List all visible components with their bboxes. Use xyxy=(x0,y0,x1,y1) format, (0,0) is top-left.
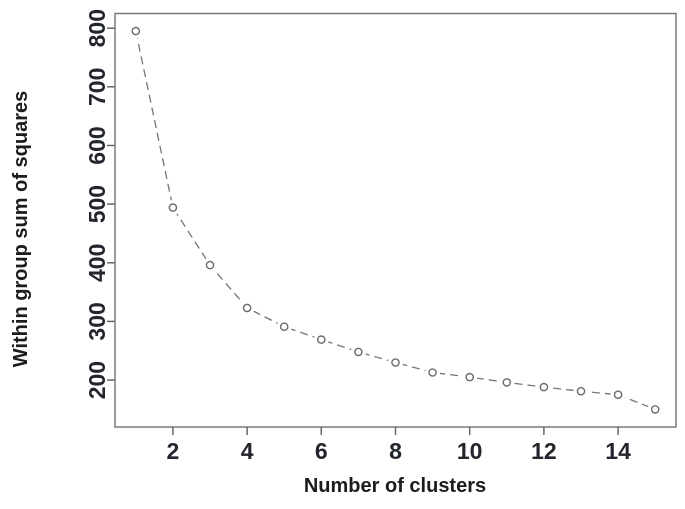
x-tick-label: 8 xyxy=(389,438,402,464)
y-tick-label: 600 xyxy=(84,126,110,164)
x-tick-label: 14 xyxy=(605,438,631,464)
x-tick-label: 2 xyxy=(167,438,180,464)
data-point xyxy=(354,347,363,357)
data-point xyxy=(242,303,252,313)
data-point xyxy=(168,203,178,212)
data-point xyxy=(316,335,326,344)
data-point xyxy=(391,358,400,367)
data-point xyxy=(576,386,586,396)
y-tick-label: 400 xyxy=(84,244,110,282)
data-point xyxy=(279,322,289,332)
y-tick-label: 300 xyxy=(84,302,110,340)
x-tick-label: 4 xyxy=(241,438,254,464)
data-point xyxy=(613,390,623,400)
y-tick-label: 700 xyxy=(84,68,110,106)
data-point xyxy=(465,372,475,382)
data-point xyxy=(428,368,437,377)
data-point xyxy=(131,26,141,36)
x-tick-label: 12 xyxy=(531,438,557,464)
y-tick-label: 200 xyxy=(84,361,110,399)
data-point xyxy=(502,378,512,387)
data-point xyxy=(650,405,660,414)
series-line xyxy=(135,30,656,411)
x-axis-title: Number of clusters xyxy=(304,475,486,497)
data-point xyxy=(205,260,215,270)
y-tick-label: 500 xyxy=(84,185,110,223)
y-tick-label: 800 xyxy=(84,9,110,47)
y-axis-title: Within group sum of squares xyxy=(10,91,32,368)
data-point xyxy=(539,382,549,392)
x-tick-label: 10 xyxy=(457,438,483,464)
chart-generated-layer: 2 4 6 8 10 12 14 200 300 400 500 600 700 800 xyxy=(84,9,677,464)
x-tick-label: 6 xyxy=(315,438,328,464)
